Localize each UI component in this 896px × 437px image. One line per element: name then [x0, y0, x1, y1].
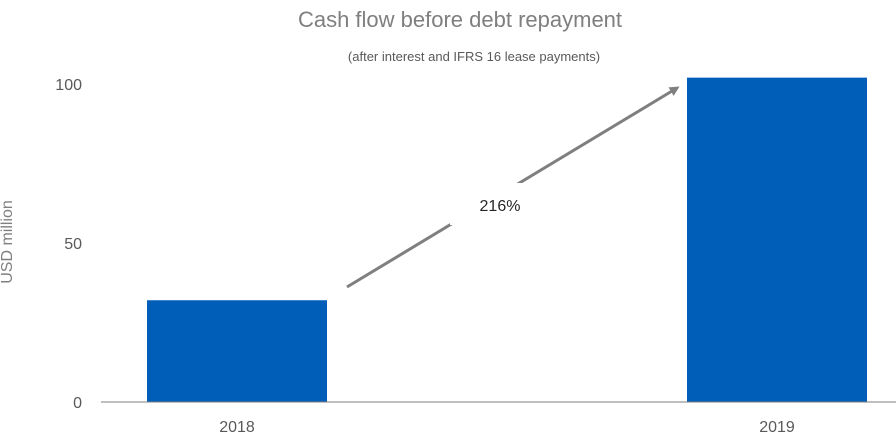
chart-subtitle: (after interest and IFRS 16 lease paymen… — [348, 49, 600, 64]
y-axis-label: USD million — [0, 200, 16, 284]
bar-2019 — [687, 77, 867, 402]
bars — [147, 77, 867, 402]
bar-2018 — [147, 300, 327, 402]
growth-annotation: 216% — [480, 198, 521, 215]
x-tick-label: 2019 — [759, 419, 795, 436]
y-tick-label: 50 — [64, 236, 82, 253]
annotation-background — [450, 183, 550, 225]
y-axis-ticks: 0 50 100 — [55, 77, 82, 412]
y-tick-label: 100 — [55, 77, 82, 94]
chart-title: Cash flow before debt repayment — [298, 7, 622, 32]
y-tick-label: 0 — [73, 395, 82, 412]
x-axis-ticks: 2018 2019 — [219, 419, 795, 436]
x-tick-label: 2018 — [219, 419, 255, 436]
